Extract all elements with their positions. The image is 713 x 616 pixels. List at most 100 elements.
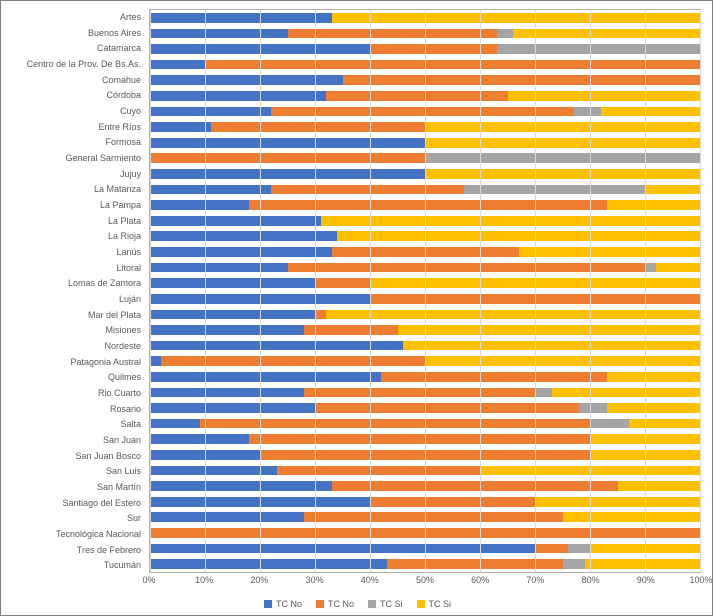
gridline xyxy=(260,10,261,572)
y-axis-label: General Sarmiento xyxy=(1,150,145,166)
bar-segment xyxy=(150,13,332,23)
bar-segment xyxy=(370,497,535,507)
bar-segment xyxy=(304,388,535,398)
bar-segment xyxy=(150,263,288,273)
bar-segment xyxy=(513,29,700,39)
x-axis-label: 20% xyxy=(250,575,268,585)
legend-item: TC Si xyxy=(368,599,403,609)
y-axis-label: La Matanza xyxy=(1,181,145,197)
y-axis-label: Salta xyxy=(1,416,145,432)
gridline xyxy=(315,10,316,572)
gridline xyxy=(150,10,151,572)
bar-segment xyxy=(425,122,700,132)
bar-segment xyxy=(161,356,425,366)
gridline xyxy=(700,10,701,572)
y-axis-label: Formosa xyxy=(1,134,145,150)
bar-segment xyxy=(150,341,403,351)
bar-segment xyxy=(249,434,590,444)
legend-swatch xyxy=(417,600,425,608)
x-axis-label: 0% xyxy=(142,575,155,585)
y-axis-label: Rosario xyxy=(1,401,145,417)
bar-segment xyxy=(326,310,700,320)
bar-segment xyxy=(150,419,200,429)
bar-segment xyxy=(150,75,343,85)
bar-segment xyxy=(150,200,249,210)
bar-segment xyxy=(150,559,387,569)
x-axis-labels: 0%10%20%30%40%50%60%70%80%90%100% xyxy=(149,575,701,589)
bar-segment xyxy=(590,419,629,429)
bar-segment xyxy=(579,403,607,413)
bar-segment xyxy=(200,419,591,429)
y-axis-label: Nordeste xyxy=(1,338,145,354)
bar-segment xyxy=(211,122,426,132)
bar-segment xyxy=(271,185,464,195)
y-axis-label: Catamarca xyxy=(1,40,145,56)
y-axis-label: Lomas de Zamora xyxy=(1,275,145,291)
legend-item: TC Si xyxy=(417,599,452,609)
x-axis-label: 100% xyxy=(689,575,712,585)
bar-segment xyxy=(563,559,585,569)
bar-segment xyxy=(304,325,398,335)
legend-label: TC No xyxy=(328,599,354,609)
bar-segment xyxy=(607,403,701,413)
bar-segment xyxy=(497,29,514,39)
x-axis-label: 30% xyxy=(306,575,324,585)
bar-segment xyxy=(315,403,579,413)
legend-label: TC Si xyxy=(380,599,403,609)
bar-segment xyxy=(535,544,568,554)
gridline xyxy=(370,10,371,572)
legend-swatch xyxy=(316,600,324,608)
y-axis-label: Entre Ríos xyxy=(1,119,145,135)
y-axis-label: Tecnológica Nacional xyxy=(1,526,145,542)
bar-segment xyxy=(150,356,161,366)
y-axis-label: Sur xyxy=(1,511,145,527)
bar-segment xyxy=(618,481,701,491)
bar-segment xyxy=(425,169,700,179)
x-axis-label: 60% xyxy=(471,575,489,585)
y-axis-label: Quilmes xyxy=(1,369,145,385)
bar-segment xyxy=(150,403,315,413)
y-axis-label: San Juan xyxy=(1,432,145,448)
bar-segment xyxy=(271,107,574,117)
bar-segment xyxy=(150,434,249,444)
y-axis-label: Lanús xyxy=(1,244,145,260)
y-axis-label: Comahue xyxy=(1,72,145,88)
bar-segment xyxy=(552,388,701,398)
bar-segment xyxy=(568,544,590,554)
bar-segment xyxy=(601,107,700,117)
bar-segment xyxy=(607,200,701,210)
y-axis-label: Rio Cuarto xyxy=(1,385,145,401)
y-axis-labels: ArtesBuenos AiresCatamarcaCentro de la P… xyxy=(1,9,145,573)
bar-segment xyxy=(150,544,535,554)
gridline xyxy=(535,10,536,572)
y-axis-label: San Juan Bosco xyxy=(1,448,145,464)
bar-segment xyxy=(321,216,701,226)
y-axis-label: Misiones xyxy=(1,322,145,338)
bar-segment xyxy=(370,44,497,54)
bar-segment xyxy=(425,138,700,148)
bar-segment xyxy=(464,185,646,195)
chart-frame: ArtesBuenos AiresCatamarcaCentro de la P… xyxy=(0,0,713,616)
y-axis-label: Tucumán xyxy=(1,558,145,574)
bar-segment xyxy=(535,388,552,398)
bar-segment xyxy=(150,185,271,195)
bar-segment xyxy=(150,91,326,101)
bar-segment xyxy=(150,278,315,288)
y-axis-label: Córdoba xyxy=(1,87,145,103)
bar-segment xyxy=(574,107,602,117)
x-axis-label: 70% xyxy=(526,575,544,585)
legend-item: TC No xyxy=(316,599,354,609)
bar-segment xyxy=(607,372,701,382)
y-axis-label: Artes xyxy=(1,9,145,25)
bar-segment xyxy=(381,372,607,382)
gridline xyxy=(425,10,426,572)
plot-area xyxy=(149,9,701,573)
y-axis-label: Jujuy xyxy=(1,166,145,182)
bar-segment xyxy=(563,512,701,522)
bar-segment xyxy=(150,372,381,382)
y-axis-label: San Luis xyxy=(1,463,145,479)
bar-segment xyxy=(150,466,277,476)
bar-segment xyxy=(315,278,370,288)
bar-segment xyxy=(387,559,563,569)
legend: TC NoTC NoTC SiTC Si xyxy=(1,595,713,613)
